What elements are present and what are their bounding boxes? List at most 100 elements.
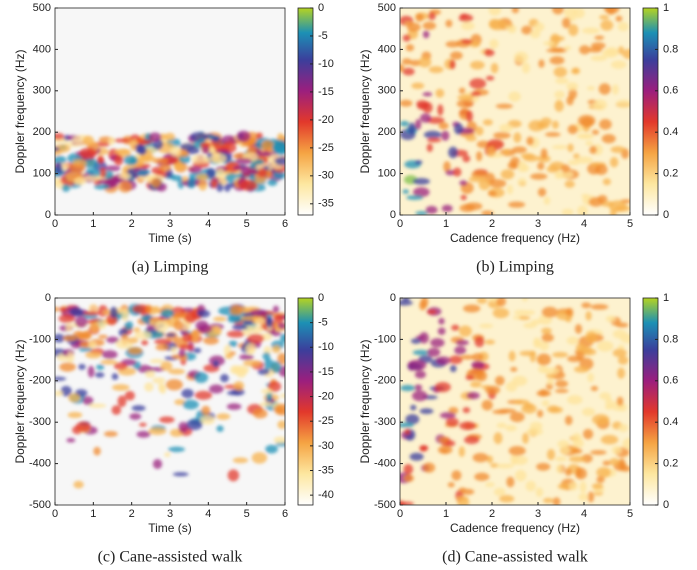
y-tick-label: 500 bbox=[378, 2, 396, 14]
texture-blob bbox=[430, 338, 445, 348]
texture-blob bbox=[462, 407, 471, 414]
x-tick-label: 2 bbox=[489, 508, 495, 520]
texture-blob bbox=[587, 372, 594, 383]
y-tick-label: -100 bbox=[374, 333, 396, 345]
texture-blob bbox=[479, 323, 494, 329]
texture-blob bbox=[240, 315, 259, 321]
texture-blob bbox=[240, 167, 257, 176]
texture-blob bbox=[618, 458, 626, 470]
texture-blob bbox=[113, 138, 131, 143]
texture-blob bbox=[543, 196, 551, 205]
texture-blob bbox=[104, 165, 121, 172]
texture-blob bbox=[409, 452, 424, 461]
texture-blob bbox=[546, 448, 556, 461]
texture-blob bbox=[533, 339, 541, 349]
texture-blob bbox=[578, 134, 592, 139]
texture-blob bbox=[506, 476, 515, 488]
texture-blob bbox=[600, 19, 614, 31]
texture-blob bbox=[582, 428, 594, 440]
texture-blob bbox=[109, 306, 118, 318]
texture-blob bbox=[410, 338, 422, 344]
texture-blob bbox=[100, 359, 117, 365]
texture-blob bbox=[152, 459, 163, 469]
texture-blob bbox=[615, 15, 623, 22]
texture-blob bbox=[615, 322, 629, 328]
texture-blob bbox=[97, 179, 113, 184]
texture-blob bbox=[416, 100, 429, 108]
texture-blob bbox=[200, 142, 211, 148]
texture-blob bbox=[513, 399, 530, 405]
texture-blob bbox=[602, 178, 611, 186]
y-axis-label: Doppler frequency (Hz) bbox=[13, 49, 27, 173]
texture-blob bbox=[610, 146, 626, 154]
texture-blob bbox=[441, 448, 448, 454]
texture-blob bbox=[549, 56, 565, 65]
texture-blob bbox=[466, 392, 480, 400]
texture-blob bbox=[420, 298, 429, 308]
y-tick-label: 0 bbox=[45, 209, 51, 221]
texture-blob bbox=[251, 452, 268, 464]
texture-blob bbox=[160, 361, 173, 371]
texture-blob bbox=[186, 146, 200, 155]
colorbar-tick-label: -20 bbox=[318, 114, 334, 126]
texture-blob bbox=[565, 307, 574, 317]
texture-blob bbox=[470, 60, 485, 70]
texture-blob bbox=[257, 168, 268, 178]
texture-blob bbox=[605, 397, 613, 408]
texture-blob bbox=[476, 151, 483, 162]
colorbar-tick-label: 0.4 bbox=[663, 416, 678, 428]
x-tick-label: 5 bbox=[627, 218, 633, 230]
texture-blob bbox=[485, 385, 501, 395]
texture-blob bbox=[496, 298, 507, 307]
colorbar-tick-label: 0.2 bbox=[663, 168, 678, 180]
texture-blob bbox=[575, 466, 583, 478]
texture-blob bbox=[520, 153, 535, 160]
texture-blob bbox=[85, 351, 102, 359]
texture-blob bbox=[599, 119, 612, 130]
texture-blob bbox=[280, 393, 285, 398]
texture-blob bbox=[454, 346, 467, 355]
texture-blob bbox=[507, 161, 519, 170]
texture-blob bbox=[451, 470, 462, 481]
texture-blob bbox=[605, 47, 619, 56]
texture-blob bbox=[78, 347, 93, 352]
spectrogram-texture bbox=[400, 8, 630, 215]
texture-blob bbox=[585, 311, 592, 321]
texture-blob bbox=[82, 396, 94, 406]
texture-blob bbox=[568, 24, 579, 37]
texture-blob bbox=[95, 364, 105, 371]
texture-blob bbox=[87, 365, 95, 378]
texture-blob bbox=[620, 334, 630, 344]
texture-blob bbox=[476, 298, 488, 304]
texture-blob bbox=[406, 22, 421, 32]
texture-blob bbox=[464, 202, 483, 211]
texture-blob bbox=[228, 182, 236, 188]
texture-blob bbox=[103, 431, 118, 437]
texture-blob bbox=[543, 367, 560, 375]
texture-blob bbox=[265, 318, 274, 328]
y-axis-label: Doppler frequency (Hz) bbox=[358, 339, 372, 463]
texture-blob bbox=[113, 362, 128, 370]
texture-blob bbox=[508, 446, 526, 456]
y-tick-label: -200 bbox=[374, 375, 396, 387]
colorbar-tick-label: -5 bbox=[318, 30, 328, 42]
texture-blob bbox=[405, 414, 420, 425]
texture-blob bbox=[503, 149, 510, 156]
texture-blob bbox=[419, 445, 429, 451]
texture-blob bbox=[617, 21, 629, 32]
texture-blob bbox=[540, 148, 548, 159]
texture-blob bbox=[490, 62, 499, 74]
texture-blob bbox=[591, 483, 604, 490]
texture-blob bbox=[578, 493, 589, 501]
texture-blob bbox=[179, 344, 194, 350]
texture-blob bbox=[243, 359, 261, 367]
texture-blob bbox=[155, 344, 170, 351]
texture-blob bbox=[596, 340, 614, 352]
texture-blob bbox=[543, 497, 554, 504]
texture-blob bbox=[598, 83, 611, 95]
texture-blob bbox=[60, 385, 72, 397]
colorbar-tick-label: -30 bbox=[318, 170, 334, 182]
texture-blob bbox=[93, 184, 110, 190]
texture-blob bbox=[575, 156, 593, 164]
